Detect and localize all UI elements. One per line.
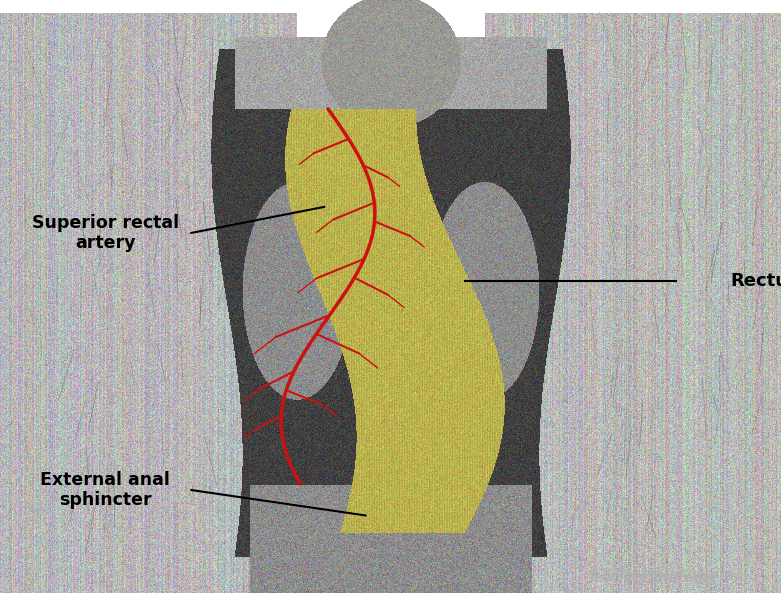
Text: Rectum: Rectum bbox=[730, 272, 781, 290]
Text: ©: © bbox=[598, 567, 612, 582]
Text: External anal
sphincter: External anal sphincter bbox=[41, 471, 170, 509]
Text: Superior rectal
artery: Superior rectal artery bbox=[32, 214, 179, 252]
Text: TeachMe: TeachMe bbox=[588, 571, 648, 585]
Text: TeachMe​Anatomy: TeachMe​Anatomy bbox=[618, 567, 741, 582]
Text: Anatomy: Anatomy bbox=[648, 571, 718, 585]
